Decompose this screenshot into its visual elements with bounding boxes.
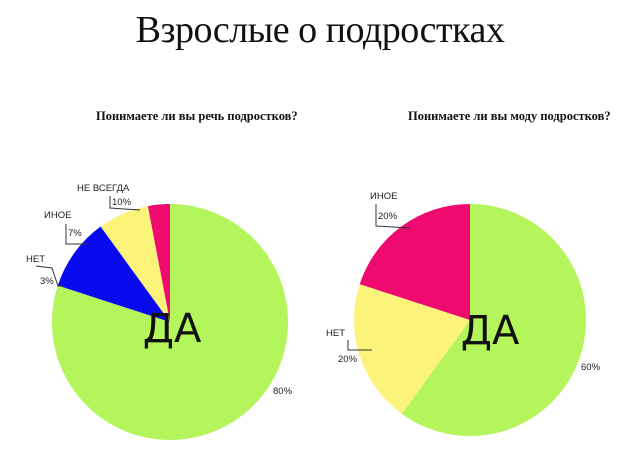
chart-1-value-1: 80% (273, 386, 293, 397)
chart-2-value-1: 60% (581, 362, 601, 373)
chart-2-label-2: ИНОЕ (370, 191, 397, 202)
chart-2-slice-1 (401, 204, 586, 436)
chart-2-value-3: 20% (338, 354, 358, 365)
chart-1-value-4: 3% (40, 276, 54, 287)
chart-2-value-2: 20% (378, 211, 398, 222)
chart-1-leader-2 (109, 196, 141, 211)
chart-1-leader-3 (65, 224, 90, 245)
page-title: Взрослые о подростках (135, 9, 505, 51)
chart-2-leader-3 (347, 340, 372, 351)
chart-1-value-2: 10% (112, 197, 132, 208)
chart-2-slice-2 (353, 284, 470, 414)
chart-1-title: Понимаете ли вы речь подростков? (96, 109, 298, 123)
chart-1-label-2: НЕ ВСЕГДА (77, 183, 130, 194)
chart-1-label-1: ДА (143, 306, 202, 352)
chart-1-label-3: ИНОЕ (44, 210, 71, 221)
chart-1-slice-3 (100, 206, 170, 322)
chart-1-slice-2 (57, 226, 170, 322)
pie-chart-speech: ДА 80% НЕ ВСЕГДА 10% ИНОЕ 7% НЕТ 3% (26, 183, 293, 440)
chart-2-leader-2 (375, 204, 411, 229)
chart-1-label-4: НЕТ (26, 254, 45, 265)
pie-chart-fashion: ДА 60% ИНОЕ 20% НЕТ 20% (326, 191, 601, 436)
chart-1-leader-4 (35, 265, 64, 287)
chart-2-label-3: НЕТ (326, 328, 345, 339)
chart-2-title: Понимаете ли вы моду подростков? (408, 109, 611, 123)
chart-1-slice-4 (147, 204, 170, 322)
chart-1-value-3: 7% (68, 228, 82, 239)
chart-2-slice-3 (359, 204, 470, 320)
chart-2-label-1: ДА (461, 308, 520, 354)
